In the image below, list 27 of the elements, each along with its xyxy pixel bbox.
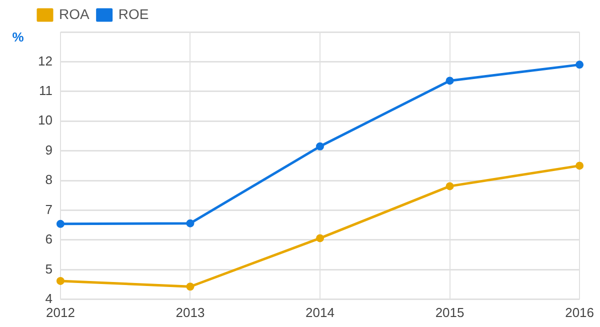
y-tick-label: 6 bbox=[45, 232, 52, 247]
point bbox=[576, 60, 584, 69]
x-tick-label: 2014 bbox=[306, 304, 334, 320]
x-tick-label: 2012 bbox=[46, 304, 75, 320]
legend-label: ROA bbox=[59, 6, 90, 22]
y-tick-label: 5 bbox=[45, 261, 52, 276]
y-tick-label: 11 bbox=[38, 83, 52, 98]
point bbox=[56, 276, 64, 285]
point bbox=[56, 220, 64, 228]
y-tick-label: 10 bbox=[38, 112, 52, 128]
point bbox=[186, 219, 194, 228]
x-tick-label: 2016 bbox=[565, 304, 594, 320]
point bbox=[446, 182, 454, 190]
y-tick-label: 12 bbox=[38, 53, 52, 68]
point bbox=[446, 76, 454, 85]
y-axis-title: % bbox=[12, 30, 24, 45]
point bbox=[316, 234, 324, 242]
y-tick-label: 7 bbox=[45, 202, 52, 217]
x-tick-label: 2015 bbox=[435, 304, 464, 320]
y-tick-label: 8 bbox=[45, 172, 52, 188]
point bbox=[316, 142, 324, 150]
y-tick-label: 9 bbox=[45, 142, 52, 158]
legend-label: ROE bbox=[118, 6, 149, 22]
point bbox=[576, 162, 584, 170]
y-tick-label: 4 bbox=[45, 290, 52, 306]
point bbox=[186, 282, 194, 291]
x-tick-label: 2013 bbox=[176, 304, 205, 320]
